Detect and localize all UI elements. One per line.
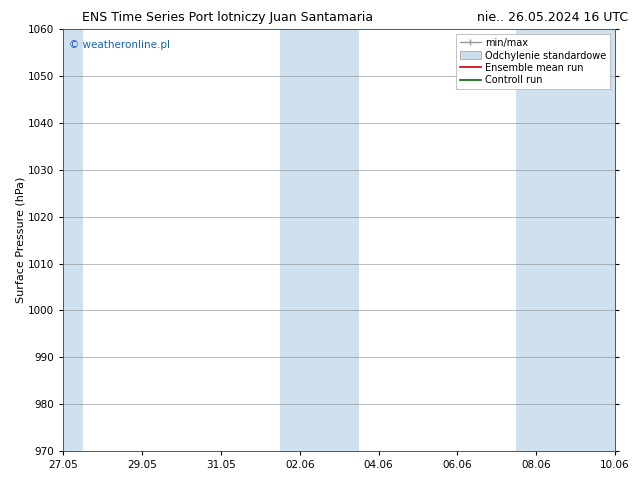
Legend: min/max, Odchylenie standardowe, Ensemble mean run, Controll run: min/max, Odchylenie standardowe, Ensembl… xyxy=(456,34,610,89)
Bar xyxy=(61,29,83,451)
Bar xyxy=(280,29,359,451)
Text: nie.. 26.05.2024 16 UTC: nie.. 26.05.2024 16 UTC xyxy=(477,11,628,24)
Text: © weatheronline.pl: © weatheronline.pl xyxy=(69,40,170,50)
Bar xyxy=(517,29,617,451)
Text: ENS Time Series Port lotniczy Juan Santamaria: ENS Time Series Port lotniczy Juan Santa… xyxy=(82,11,373,24)
Y-axis label: Surface Pressure (hPa): Surface Pressure (hPa) xyxy=(15,177,25,303)
